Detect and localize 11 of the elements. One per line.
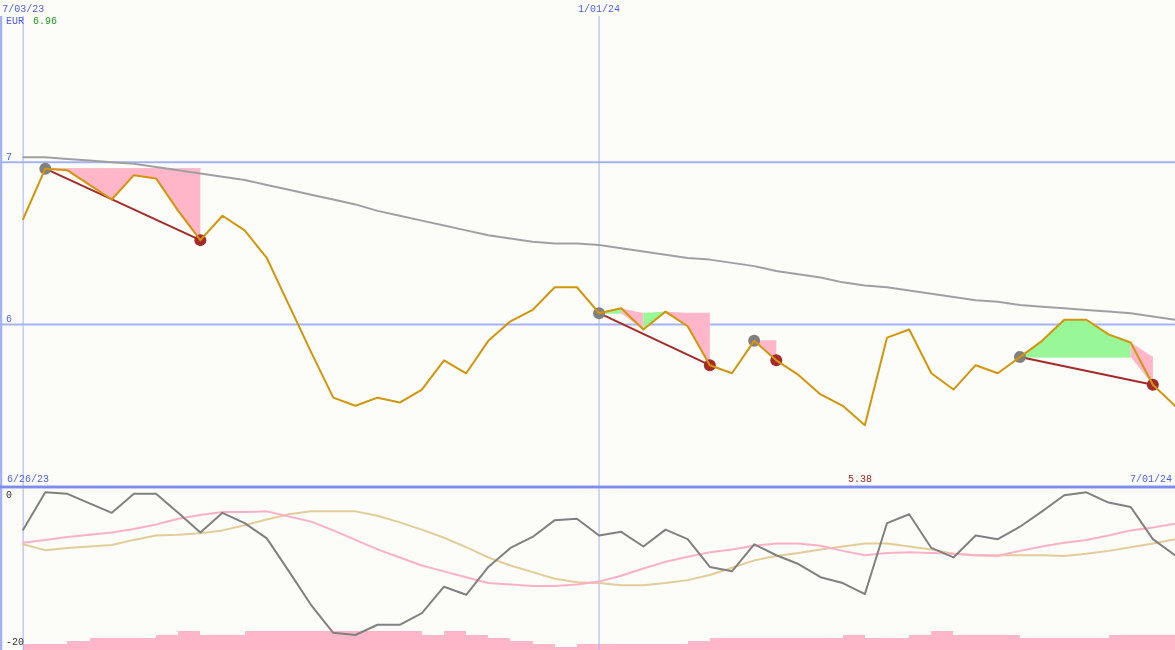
y-tick-label: 0 (6, 490, 13, 502)
x-tick-label: 7/03/23 (2, 3, 45, 15)
x-tick-label: 1/01/24 (578, 3, 621, 15)
y-tick-label: 6 (6, 314, 13, 326)
y-tick-label: 7 (6, 151, 13, 163)
annotation: 5.38 (847, 473, 872, 485)
annotation: 6.96 (33, 15, 58, 27)
y-tick-label: -20 (6, 636, 25, 648)
annotation: 6/26/23 (7, 473, 50, 485)
annotation: 7/01/24 (1129, 473, 1172, 485)
y-axis-title: EUR (6, 15, 25, 27)
